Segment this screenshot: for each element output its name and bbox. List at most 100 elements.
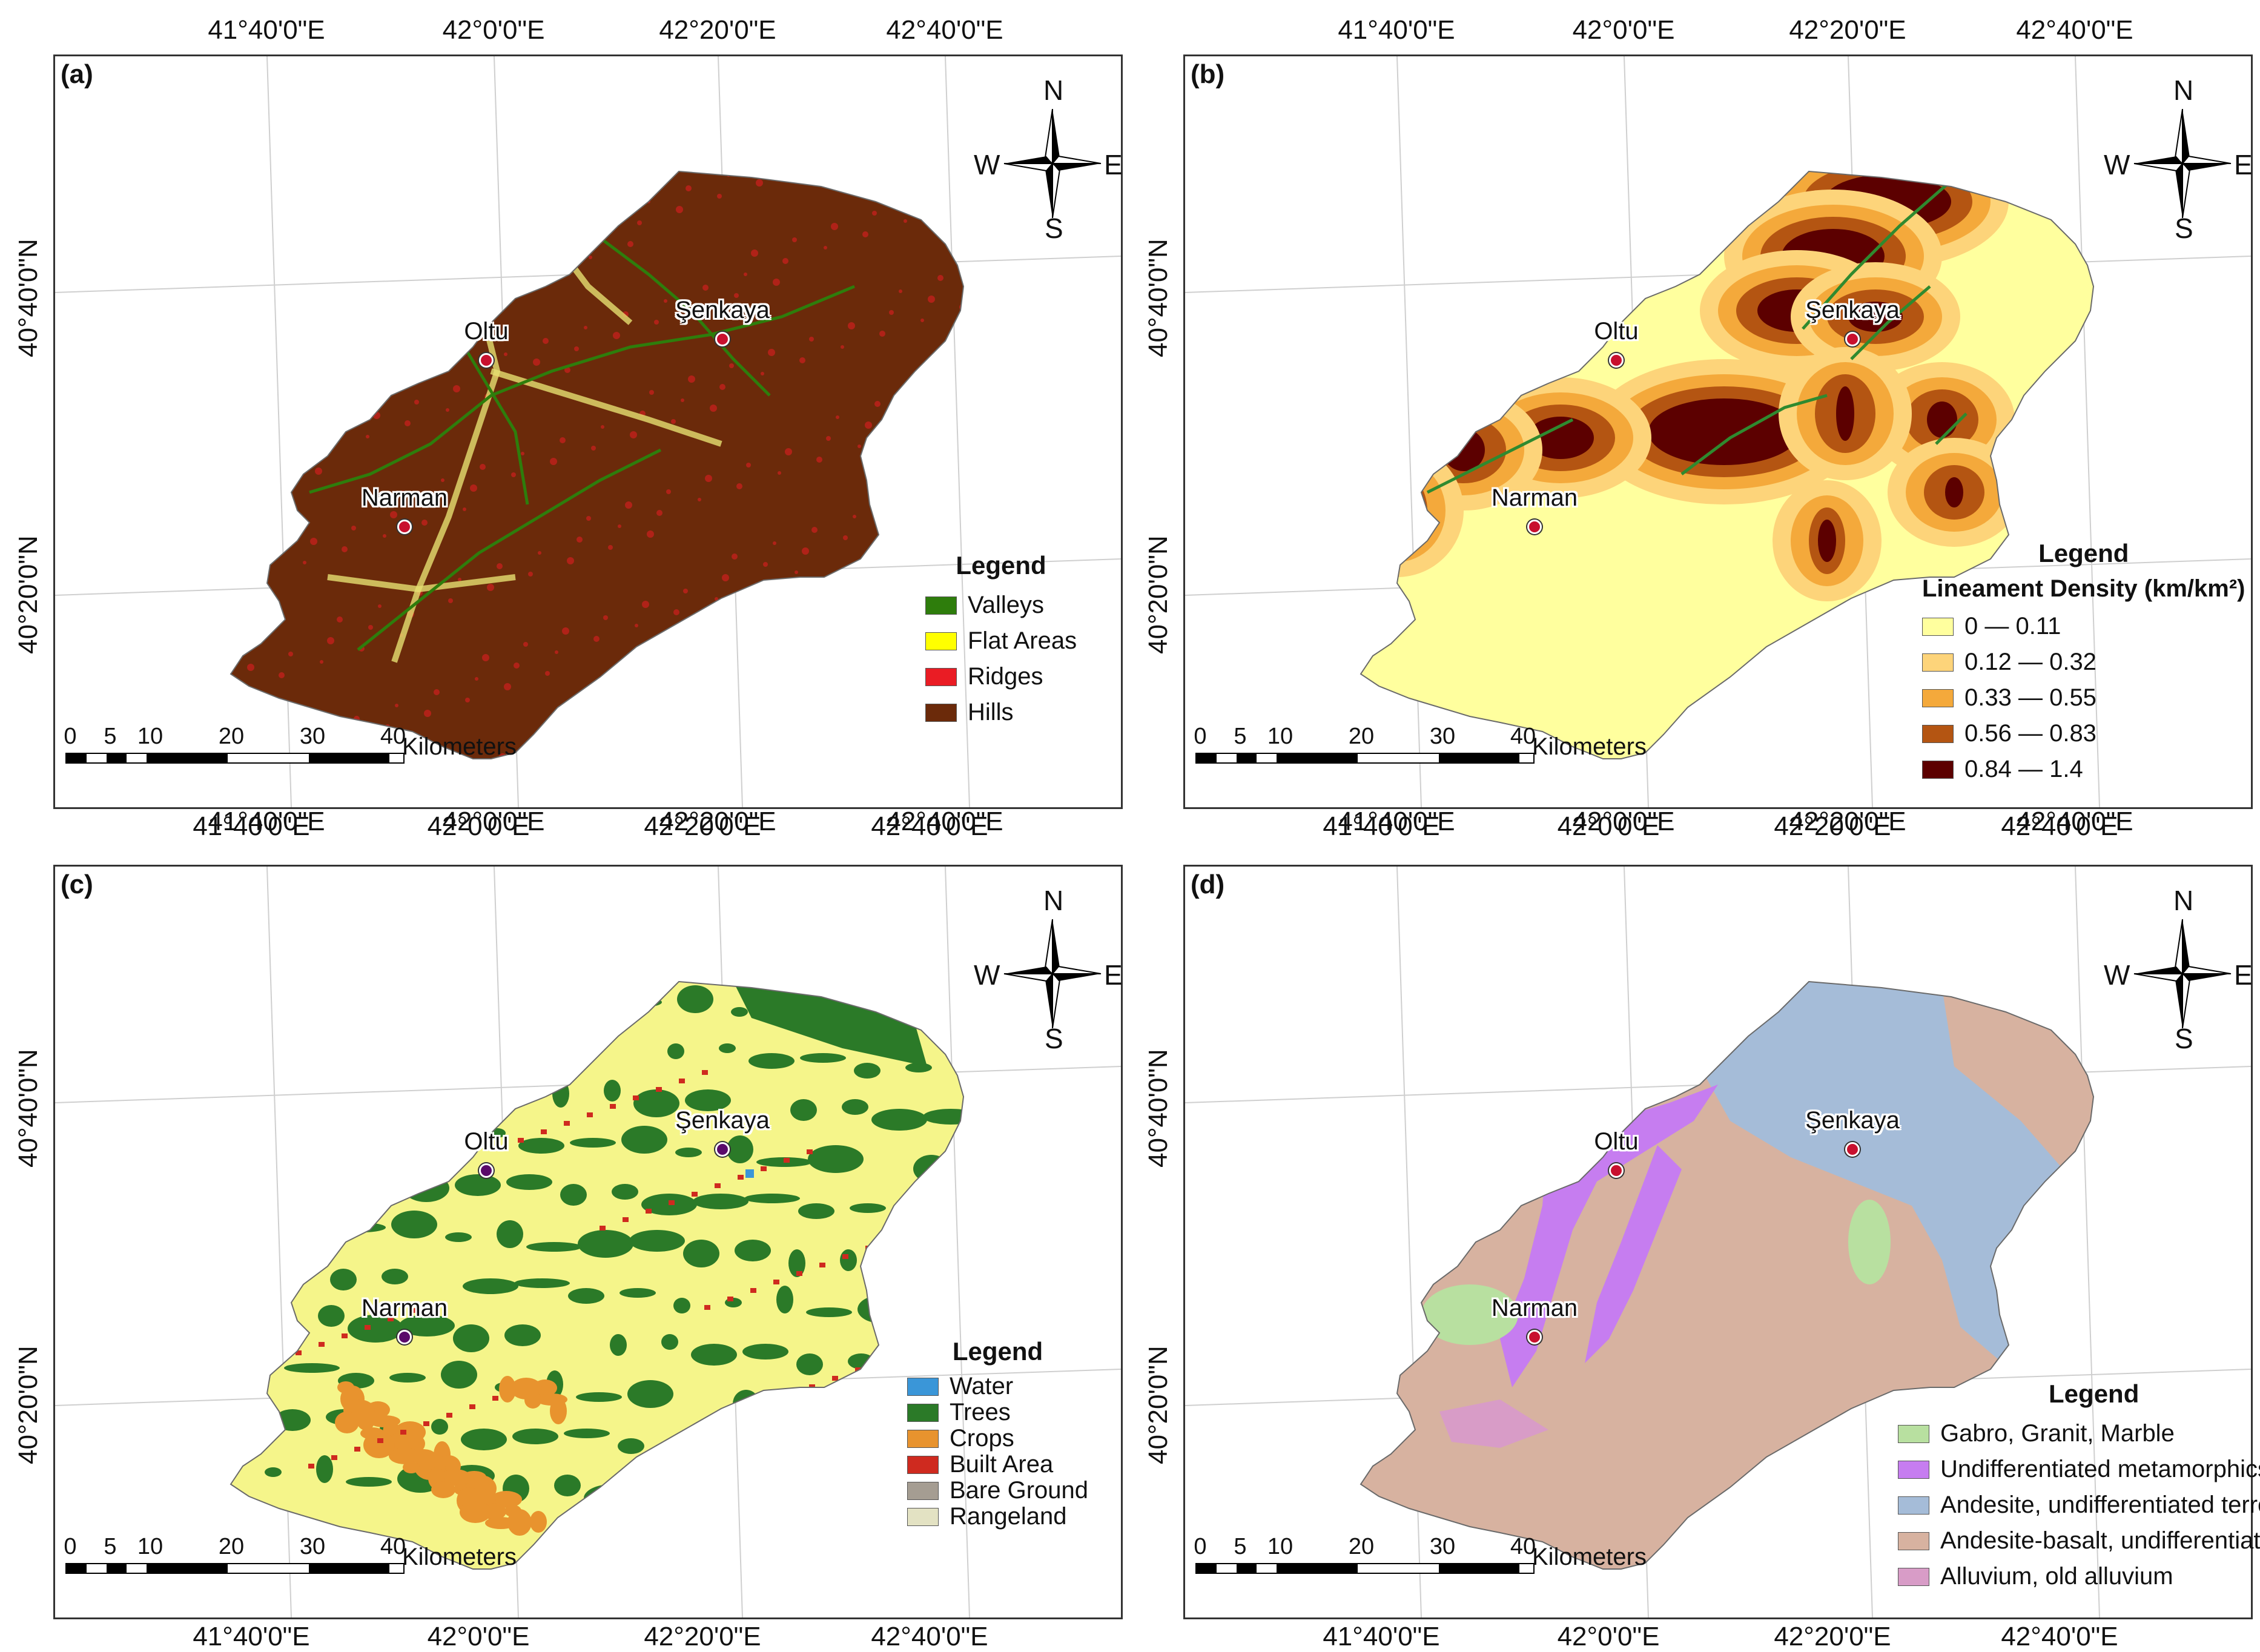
ridge-patch (279, 672, 285, 678)
ridge-patch (780, 661, 785, 666)
compass-s: S (1045, 213, 1063, 244)
city-label-narman: Narman (361, 1295, 448, 1321)
trees-patch (265, 1467, 282, 1477)
longitude-label-top: 42°20'0"E (659, 15, 776, 45)
longitude-label-top: 41°40'0"E (1338, 15, 1455, 45)
scale-tick: 10 (137, 1534, 164, 1559)
legend-item: Crops (907, 1425, 1088, 1452)
longitude-label-bottom: 42°0'0"E (1557, 1622, 1660, 1651)
scale-tick: 0 (1194, 724, 1207, 749)
map-canvas (55, 867, 1121, 1617)
ridge-patch (710, 405, 717, 412)
trees-patch (675, 1148, 702, 1157)
map-canvas (1185, 56, 2251, 807)
ridge-patch (945, 395, 952, 402)
ridge-patch (235, 164, 239, 167)
ridge-patch (543, 338, 549, 344)
ridge-patch (635, 624, 638, 627)
trees-patch (568, 1288, 604, 1304)
latitude-label: 40°40'0"N (1143, 239, 1173, 357)
ridge-patch (419, 187, 426, 194)
built-patch (761, 1166, 767, 1171)
built-patch (784, 1158, 790, 1163)
ridge-patch (322, 257, 327, 262)
scale-tick: 10 (1267, 1534, 1294, 1559)
legend-item: Water (907, 1373, 1088, 1399)
ridge-patch (334, 426, 339, 431)
trees-patch (842, 1099, 868, 1115)
built-patch (597, 991, 603, 996)
legend-item: Flat Areas (925, 623, 1077, 659)
legend-label: Water (950, 1373, 1014, 1399)
legend-swatch (1898, 1424, 1929, 1443)
scale-tick: 5 (104, 1534, 117, 1559)
city-marker-narman (1527, 1330, 1542, 1344)
scale-tick: 20 (1348, 1534, 1375, 1559)
built-patch (623, 1217, 629, 1222)
ridge-patch (768, 349, 775, 356)
ridge-patch (952, 184, 957, 189)
ridge-patch (475, 677, 478, 681)
legend-label: 0.33 — 0.55 (1964, 684, 2096, 711)
built-patch (400, 1430, 406, 1435)
compass-e: E (2234, 149, 2253, 180)
density-band-2 (1361, 459, 1446, 562)
longitude-label-top: 42°40'0"E (2016, 807, 2133, 836)
north-arrow: N S W E (2104, 885, 2253, 1054)
crops-patch (335, 1412, 359, 1433)
alluvium-area (1439, 1399, 1548, 1448)
ridge-patch (700, 688, 705, 693)
ridge-patch (841, 345, 844, 349)
compass-rose-icon (2133, 108, 2232, 219)
compass-rose-icon (2133, 919, 2232, 1029)
built-patch (354, 1447, 360, 1452)
ridge-patch (904, 219, 907, 223)
longitude-label-top: 41°40'0"E (208, 15, 325, 45)
water-patch (745, 1169, 754, 1178)
ridge-patch (308, 348, 314, 354)
scale-tick: 5 (104, 724, 117, 749)
compass-s: S (1045, 1023, 1063, 1054)
trees-patch (388, 982, 414, 994)
ridge-patch (397, 300, 402, 305)
trees-patch (560, 1184, 587, 1206)
trees-patch (463, 1278, 518, 1294)
scale-tick: 20 (1348, 724, 1375, 749)
ridge-patch (799, 357, 805, 363)
scale-tick: 40 (1510, 724, 1536, 749)
ridge-patch (778, 471, 781, 475)
ridge-patch (533, 358, 540, 366)
trees-patch (669, 1438, 696, 1448)
ridge-patch (681, 398, 684, 402)
trees-patch (798, 1203, 834, 1219)
trees-patch (673, 1298, 690, 1313)
density-band-4 (1388, 483, 1406, 538)
trees-patch (784, 1390, 811, 1412)
trees-patch (316, 1455, 333, 1483)
built-patch (610, 1104, 616, 1109)
scale-tick: 40 (380, 1534, 406, 1559)
built-patch (669, 1200, 675, 1205)
north-arrow: N S W E (2104, 74, 2253, 244)
ridge-patch (906, 409, 911, 414)
ridge-patch (773, 279, 780, 286)
legend-item: Trees (907, 1399, 1088, 1426)
trees-patch (276, 1259, 322, 1275)
scale-tick: 10 (1267, 724, 1294, 749)
ridge-patch (262, 573, 268, 579)
legend-swatch (1922, 653, 1954, 672)
ridge-patch (504, 683, 511, 690)
ridge-patch (567, 557, 574, 564)
trees-patch (512, 1429, 558, 1444)
lineament (1935, 412, 1968, 445)
compass-rose-icon (1003, 108, 1102, 219)
ridge-patch (751, 249, 758, 257)
ridge-patch (596, 233, 603, 240)
ridge-patch (293, 438, 300, 446)
longitude-label-top: 41°40'0"E (208, 807, 325, 836)
longitude-label-bottom: 42°40'0"E (2001, 1622, 2118, 1651)
lineament (1802, 182, 1949, 330)
longitude-label-bottom: 42°0'0"E (427, 1622, 530, 1651)
trees-patch (814, 1399, 870, 1427)
ridge-patch (673, 609, 679, 615)
